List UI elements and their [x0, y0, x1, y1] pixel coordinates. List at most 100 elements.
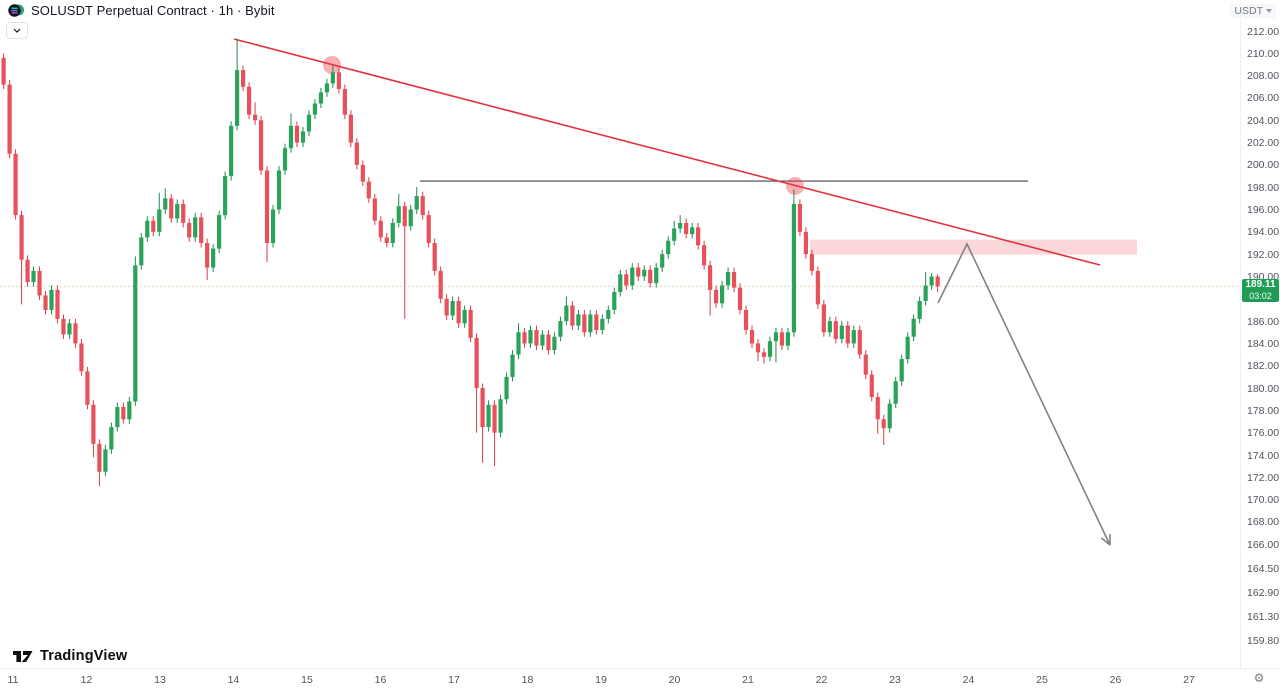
time-tick-label: 22 [815, 674, 828, 686]
price-tick-label: 192.00 [1247, 248, 1280, 261]
time-tick-label: 15 [301, 674, 313, 686]
candle-body [887, 403, 892, 429]
candle-body [863, 354, 868, 375]
candle-body [396, 206, 401, 223]
candle-body [270, 209, 276, 244]
candle-body [654, 267, 659, 284]
candle-body [354, 142, 359, 165]
candle-body [528, 330, 533, 344]
last-price-value: 189.11 [1245, 279, 1276, 291]
candle-body [79, 343, 84, 372]
price-axis[interactable]: 212.00 210.00 208.00 206.00 204.00 202.00 200.… [1240, 0, 1280, 668]
price-tick-label: 196.00 [1247, 204, 1280, 217]
candle-body [13, 153, 18, 216]
candle-body [600, 318, 605, 331]
candle-body [845, 325, 850, 344]
candle-body [163, 198, 168, 210]
symbol-title: SOLUSDT Perpetual Contract · 1h · Bybit [31, 3, 275, 18]
candle-body [438, 270, 443, 299]
candle-body [707, 265, 713, 290]
candle-body [336, 72, 341, 90]
candle-body [821, 304, 826, 333]
candle-body [37, 270, 42, 296]
candle-body [169, 198, 174, 219]
candle-body [839, 325, 844, 339]
time-tick-label: 14 [227, 674, 240, 686]
time-tick-label: 13 [154, 674, 166, 686]
candle-body [175, 203, 180, 219]
candle-body [869, 374, 874, 397]
candle-body [881, 419, 886, 429]
projection-arrow [937, 242, 1111, 546]
candle-body [318, 92, 324, 104]
candle-body [564, 305, 569, 322]
axis-settings-gear-icon[interactable]: ⚙ [1253, 671, 1265, 685]
price-tick-label: 206.00 [1247, 92, 1280, 105]
candle-body [193, 217, 198, 238]
candle-body [235, 70, 240, 126]
expand-legend-button[interactable] [6, 22, 28, 39]
price-tick-label: 164.50 [1247, 562, 1280, 575]
price-tick-label: 200.00 [1247, 159, 1280, 172]
candle-body [917, 301, 922, 319]
tradingview-logo-icon [13, 651, 33, 662]
descending-trendline [233, 38, 1101, 266]
candle-body [157, 209, 162, 232]
candle-body [1, 57, 6, 85]
candle-body [678, 222, 683, 229]
candle-body [743, 309, 749, 331]
symbol-header: SOLUSDT Perpetual Contract · 1h · Bybit [8, 3, 275, 18]
candle-body [372, 198, 377, 221]
currency-unit-label: USDT [1234, 5, 1263, 17]
time-tick-label: 21 [742, 674, 754, 686]
candle-body [642, 269, 647, 277]
candle-body [552, 336, 557, 351]
candle-body [498, 399, 503, 433]
last-price-badge: 189.11 03:02 [1242, 279, 1279, 303]
candle-body [288, 125, 294, 149]
price-tick-label: 166.00 [1247, 538, 1280, 551]
price-tick-label: 168.00 [1247, 516, 1280, 529]
candle-body [390, 222, 395, 244]
time-tick-label: 11 [7, 674, 19, 686]
candle-body [719, 285, 725, 304]
candle-body [223, 176, 228, 216]
candle-body [576, 314, 581, 326]
price-tick-label: 176.00 [1247, 427, 1280, 440]
candle-body [91, 404, 96, 444]
price-tick-label: 180.00 [1247, 382, 1280, 395]
time-tick-label: 20 [668, 674, 681, 686]
candle-body [516, 332, 521, 355]
candle-body [402, 206, 407, 227]
candle-body [761, 352, 767, 357]
candle-body [474, 337, 479, 389]
candle-body [360, 164, 365, 182]
price-tick-label: 184.00 [1247, 337, 1280, 350]
candle-body [534, 330, 539, 346]
candle-body [97, 443, 102, 472]
time-axis[interactable]: 11 12 13 14 15 16 17 18 19 20 21 22 23 24 25 26 27 [0, 668, 1280, 690]
candle-body [899, 359, 904, 382]
currency-unit-selector[interactable]: USDT [1230, 4, 1276, 18]
trendline-touch-circle [786, 177, 804, 195]
candle-body [366, 181, 371, 199]
candle-body [282, 148, 288, 171]
price-tick-label: 172.00 [1247, 471, 1280, 484]
candle-body [684, 222, 689, 235]
candle-body [791, 203, 797, 333]
price-tick-label: 194.00 [1247, 226, 1280, 239]
candle-body [606, 309, 611, 319]
candle-body [300, 131, 306, 143]
candle-body [127, 401, 132, 420]
candlestick-chart-pane[interactable] [0, 0, 1240, 668]
candle-body [827, 321, 832, 333]
candle-body [217, 215, 222, 249]
candle-body [258, 120, 264, 171]
candle-body [252, 114, 258, 121]
candle-body [666, 240, 671, 255]
candle-body [276, 170, 282, 210]
candle-body [55, 289, 60, 319]
candle-body [462, 309, 467, 324]
tradingview-watermark[interactable]: TradingView [12, 648, 127, 664]
